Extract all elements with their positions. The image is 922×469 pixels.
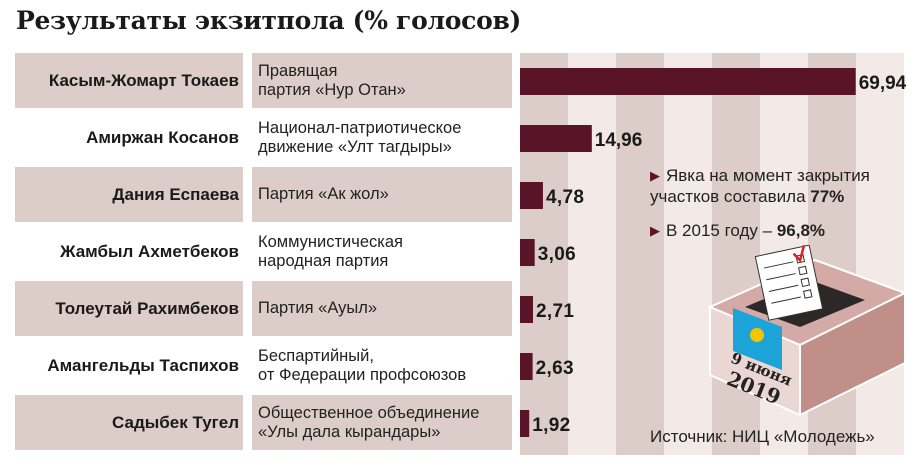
party-name: Коммунистическая народная партия xyxy=(258,232,403,270)
data-label: 2,71 xyxy=(536,301,574,322)
candidate-name-text: Жамбыл Ахметбеков xyxy=(60,241,239,261)
note-text: Явка на момент закрытия участков состави… xyxy=(650,166,870,206)
turnout-2015-note: ▶ В 2015 году – 96,8% xyxy=(650,220,825,241)
grid-stripe xyxy=(664,53,712,455)
candidate-name: Амангельды Таспихов xyxy=(15,338,243,393)
note-value: 96,8% xyxy=(776,221,826,240)
data-label: 69,94 xyxy=(859,73,907,94)
candidate-name: Амиржан Косанов xyxy=(15,110,243,165)
candidate-name: Дания Еспаева xyxy=(15,167,243,222)
grid-stripe xyxy=(568,53,616,455)
bar xyxy=(520,125,592,152)
data-label: 2,63 xyxy=(536,358,574,379)
bar xyxy=(520,353,533,380)
candidate-name-text: Касым-Жомарт Токаев xyxy=(48,70,239,90)
chart-title: Результаты экзитпола (% голосов) xyxy=(16,6,522,35)
party-name: Общественное объединение «Улы дала кыран… xyxy=(252,395,512,450)
triangle-bullet-icon: ▶ xyxy=(650,223,660,238)
data-label: 4,78 xyxy=(546,187,584,208)
candidate-name-text: Амангельды Таспихов xyxy=(47,355,239,375)
bar xyxy=(520,410,530,437)
candidate-name-text: Дания Еспаева xyxy=(112,184,239,204)
candidate-name-text: Амиржан Косанов xyxy=(86,127,239,147)
bar xyxy=(520,68,856,95)
turnout-note: ▶ Явка на момент закрытия участков состав… xyxy=(650,165,922,207)
triangle-bullet-icon: ▶ xyxy=(650,168,660,183)
ballot-box-icon: 9 июня 2019 xyxy=(707,245,908,417)
party-name: Партия «Ауыл» xyxy=(252,281,512,336)
source-caption: Источник: НИЦ «Молодежь» xyxy=(650,427,875,446)
party-name: Национал-патриотическое движение «Улт та… xyxy=(258,118,462,156)
candidate-name: Жамбыл Ахметбеков xyxy=(15,224,243,279)
bar xyxy=(520,296,534,323)
note-value: 77% xyxy=(810,187,845,206)
bar xyxy=(520,182,543,209)
data-label: 14,96 xyxy=(595,130,643,151)
data-label: 1,92 xyxy=(532,415,570,436)
grid-stripe xyxy=(856,53,904,455)
note-text: В 2015 году – xyxy=(666,221,777,240)
party-name: Беспартийный, от Федерации профсоюзов xyxy=(258,346,467,384)
candidate-name-text: Толеутай Рахимбеков xyxy=(55,298,239,318)
party-name: Партия «Ак жол» xyxy=(252,167,512,222)
grid-stripe xyxy=(616,53,664,455)
party-name: Правящая партия «Нур Отан» xyxy=(252,53,512,108)
candidate-name: Касым-Жомарт Токаев xyxy=(15,53,243,108)
data-label: 3,06 xyxy=(538,244,576,265)
candidate-name: Толеутай Рахимбеков xyxy=(15,281,243,336)
candidate-name-text: Садыбек Тугел xyxy=(112,412,239,432)
bar xyxy=(520,239,535,266)
candidate-name: Садыбек Тугел xyxy=(15,395,243,450)
